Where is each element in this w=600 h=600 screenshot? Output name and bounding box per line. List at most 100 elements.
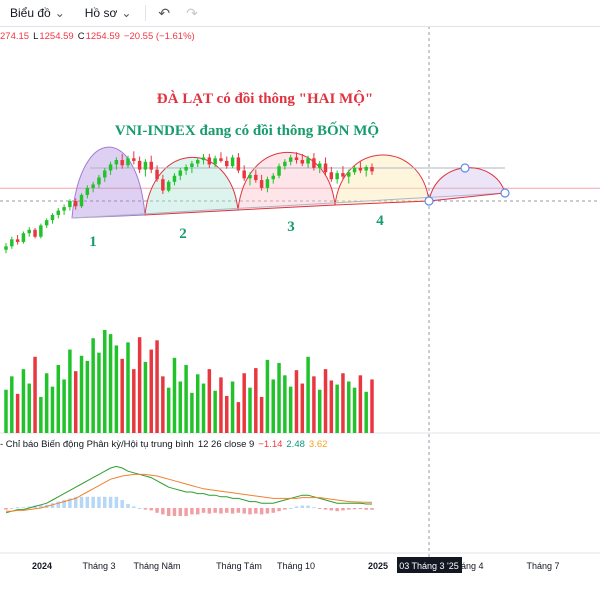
macd-histogram-bar bbox=[85, 496, 90, 508]
chart-menu-label: Biểu đồ bbox=[10, 6, 51, 20]
x-tick-label: 2025 bbox=[368, 561, 388, 571]
volume-bar bbox=[137, 337, 142, 433]
volume-bar bbox=[201, 383, 206, 433]
volume-bar bbox=[10, 376, 14, 433]
candle-body bbox=[323, 163, 328, 173]
mound-layer bbox=[71, 146, 506, 219]
macd-histogram-bar bbox=[254, 508, 258, 514]
redo-button[interactable]: ↷ bbox=[178, 5, 206, 22]
chevron-down-icon: ⌄ bbox=[121, 6, 132, 20]
macd-histogram-bar bbox=[103, 496, 107, 508]
volume-bar bbox=[166, 387, 171, 433]
macd-histogram-bar bbox=[190, 508, 194, 515]
mound-baseline bbox=[71, 192, 506, 219]
volume-bar bbox=[15, 393, 20, 433]
candle-body bbox=[300, 160, 305, 164]
macd-name: - Chỉ báo Biến động Phân kỳ/Hội tụ trung… bbox=[0, 439, 194, 450]
volume-bar bbox=[294, 370, 299, 433]
candle-body bbox=[44, 220, 49, 226]
redo-icon: ↷ bbox=[186, 4, 198, 21]
macd-histogram-bar bbox=[358, 508, 363, 510]
volume-bar bbox=[358, 375, 363, 433]
candle-body bbox=[56, 210, 61, 215]
candle-body bbox=[62, 207, 66, 211]
candle-body bbox=[283, 161, 287, 167]
candle-body bbox=[236, 157, 241, 171]
mound-label-4: 4 bbox=[376, 213, 384, 229]
volume-bar bbox=[352, 387, 357, 433]
x-tick-label: Tháng 4 bbox=[450, 561, 483, 571]
candle-body bbox=[114, 160, 119, 165]
macd-series bbox=[4, 465, 374, 516]
volume-bar bbox=[248, 387, 252, 433]
volume-bar bbox=[143, 361, 148, 433]
macd-histogram-bar bbox=[219, 508, 223, 514]
candle-body bbox=[306, 158, 310, 164]
macd-histogram-bar bbox=[364, 508, 368, 510]
volume-bar bbox=[4, 389, 8, 433]
macd-histogram-bar bbox=[271, 508, 275, 513]
candle-body bbox=[155, 169, 159, 180]
mound-label-2: 2 bbox=[179, 226, 187, 242]
volume-bar bbox=[335, 384, 339, 433]
macd-histogram-bar bbox=[323, 508, 328, 510]
macd-legend: - Chỉ báo Biến động Phân kỳ/Hội tụ trung… bbox=[0, 439, 331, 450]
candle-body bbox=[50, 214, 55, 221]
macd-histogram-bar bbox=[335, 508, 339, 512]
ohlc-change: −20.55 (−1.61%) bbox=[123, 31, 195, 42]
candle-body bbox=[21, 233, 26, 242]
profile-menu-button[interactable]: Hồ sơ ⌄ bbox=[75, 0, 142, 26]
macd-histogram-bar bbox=[172, 508, 177, 516]
volume-bar bbox=[323, 369, 328, 433]
ohlc-legend: 274.15 L1254.59 C1254.59 −20.55 (−1.61%) bbox=[0, 31, 199, 42]
candle-body bbox=[73, 201, 78, 207]
x-tick-label: 2024 bbox=[32, 561, 52, 571]
volume-bar bbox=[207, 369, 212, 433]
volume-bar bbox=[161, 376, 165, 433]
macd-histogram-bar bbox=[27, 506, 31, 508]
macd-histogram-bar bbox=[225, 508, 229, 513]
projection-layer bbox=[424, 163, 510, 206]
candle-body bbox=[254, 174, 258, 181]
candle-body bbox=[68, 201, 72, 208]
candle-body bbox=[201, 157, 206, 161]
volume-bar bbox=[33, 356, 37, 433]
volume-bar bbox=[300, 383, 305, 433]
candle-body bbox=[195, 160, 200, 164]
candle-body bbox=[242, 170, 246, 179]
mound-shape bbox=[144, 156, 239, 216]
volume-bar bbox=[370, 379, 374, 433]
macd-params: 12 26 close 9 bbox=[197, 439, 255, 450]
macd-histogram-bar bbox=[329, 508, 334, 511]
volume-bar bbox=[62, 379, 66, 433]
undo-button[interactable]: ↶ bbox=[150, 5, 178, 22]
projection-anchor bbox=[424, 196, 434, 206]
candle-body bbox=[230, 157, 235, 167]
macd-histogram-bar bbox=[184, 508, 188, 516]
signal-line bbox=[6, 473, 372, 512]
volume-bar bbox=[21, 369, 26, 433]
x-tick-label: Tháng Tám bbox=[216, 561, 262, 571]
volume-bar bbox=[68, 349, 72, 433]
candle-body bbox=[265, 179, 270, 188]
volume-bar bbox=[73, 371, 78, 433]
candlestick-series bbox=[4, 151, 374, 254]
volume-bar bbox=[149, 349, 153, 433]
macd-histogram-bar bbox=[317, 508, 322, 509]
chart-menu-button[interactable]: Biểu đồ ⌄ bbox=[0, 0, 75, 26]
candle-body bbox=[259, 180, 264, 188]
macd-histogram-bar bbox=[236, 508, 241, 513]
candle-body bbox=[4, 246, 8, 250]
volume-bar bbox=[259, 396, 264, 433]
candle-body bbox=[126, 158, 130, 166]
headline-green: VNI-INDEX đang có đồi thông BỐN MỘ bbox=[115, 121, 379, 139]
volume-bar bbox=[347, 381, 351, 433]
macd-histogram-bar bbox=[306, 505, 310, 508]
macd-histogram-bar bbox=[161, 508, 165, 515]
candle-body bbox=[271, 175, 275, 180]
macd-signal-value: 3.62 bbox=[308, 439, 328, 450]
candle-body bbox=[132, 158, 136, 161]
mound-label-3: 3 bbox=[287, 219, 295, 235]
volume-series bbox=[4, 330, 374, 433]
